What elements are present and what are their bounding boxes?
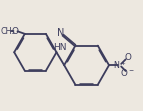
Text: O: O [124, 53, 131, 62]
Text: $\mathregular{N}^+$: $\mathregular{N}^+$ [113, 59, 127, 71]
Text: HN: HN [54, 43, 67, 52]
Text: N: N [57, 28, 64, 38]
Text: O: O [12, 27, 19, 36]
Text: $\mathregular{O}^-$: $\mathregular{O}^-$ [120, 67, 135, 78]
Text: CH₃: CH₃ [1, 27, 15, 36]
